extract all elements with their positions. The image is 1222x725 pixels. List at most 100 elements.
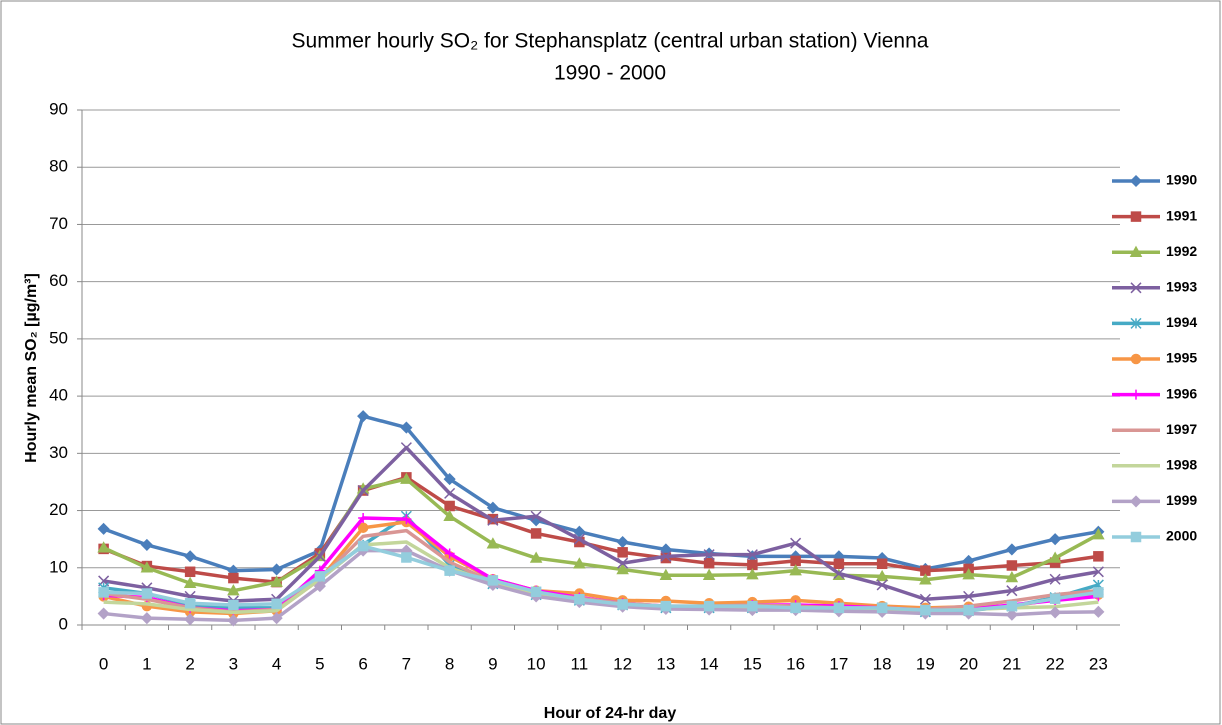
marker [486,537,500,549]
legend-label: 1995 [1166,350,1197,366]
marker [271,598,282,610]
line [102,477,1100,593]
marker [919,573,932,585]
y-tick-label: 10 [49,557,68,576]
marker [184,550,197,563]
x-tick-label: 22 [1046,654,1065,673]
marker [573,525,586,538]
marker [401,514,412,525]
marker [919,593,931,605]
marker [444,500,455,512]
marker [227,584,240,596]
x-tick-label: 4 [272,654,281,673]
marker [1049,593,1061,604]
marker [616,562,629,575]
x-tick-label: 3 [229,654,238,673]
x-tick-label: 2 [185,654,194,673]
legend-label: 1994 [1166,314,1197,330]
series [98,540,1104,616]
x-tick-label: 1 [142,654,151,673]
marker [790,537,802,549]
legend-label: 1993 [1166,279,1197,295]
marker [313,580,326,593]
legend-label: 1999 [1166,492,1197,508]
marker [228,572,239,584]
marker [1093,551,1104,562]
marker [140,561,154,573]
marker [1092,566,1104,578]
y-tick-label: 60 [49,271,68,290]
marker [444,548,455,559]
legend-label: 1990 [1166,172,1197,188]
marker [443,509,456,522]
marker [400,472,413,484]
legend-label: 1998 [1166,457,1197,473]
marker [876,558,888,570]
marker [1092,605,1105,618]
marker [184,566,196,578]
marker [184,598,196,609]
x-tick-label: 16 [786,654,805,673]
marker [1130,211,1142,222]
marker [875,569,889,582]
marker [1006,600,1018,612]
marker [270,563,283,576]
marker [833,558,845,570]
y-tick-label: 50 [49,328,68,347]
marker [574,594,585,605]
line [103,445,1099,603]
x-tick-label: 20 [959,654,978,673]
legend-label: 1992 [1166,243,1197,259]
x-tick-label: 14 [700,654,719,673]
marker [702,568,716,580]
marker [876,602,888,614]
x-tick-label: 10 [527,654,546,673]
legend-label: 1997 [1166,421,1197,437]
marker [140,612,153,625]
marker [1005,543,1018,556]
marker [703,600,715,612]
marker [789,564,802,576]
chart-title: Summer hourly SO₂ for Stephansplatz (cen… [292,30,929,53]
marker [530,528,542,539]
marker [876,579,888,591]
marker [530,586,542,598]
marker [227,614,240,627]
x-tick-label: 0 [99,654,108,673]
x-tick-label: 11 [571,654,589,673]
x-tick-label: 6 [358,654,367,673]
line [103,548,1099,623]
marker [1092,528,1105,540]
marker [659,568,673,580]
marker [703,557,715,569]
marker [443,473,456,486]
x-tick-label: 9 [488,654,497,673]
marker [228,599,239,611]
marker [833,602,845,614]
marker [617,599,628,610]
legend-label: 1991 [1166,207,1197,223]
marker [1006,560,1018,571]
marker [183,576,197,588]
y-tick-label: 70 [49,214,68,233]
x-axis-title: Hour of 24-hr day [544,705,677,722]
x-tick-label: 12 [613,654,632,673]
marker [1049,573,1061,585]
marker [617,547,628,558]
marker [444,487,456,499]
marker [790,602,801,614]
marker [746,568,759,580]
marker [790,555,801,567]
marker [573,557,586,569]
marker [747,600,758,612]
marker [400,421,413,434]
marker [962,568,975,580]
marker [97,541,110,553]
x-tick-label: 15 [743,654,762,673]
marker [97,607,110,620]
marker [1130,353,1142,365]
marker [314,550,326,562]
marker [1130,531,1142,543]
